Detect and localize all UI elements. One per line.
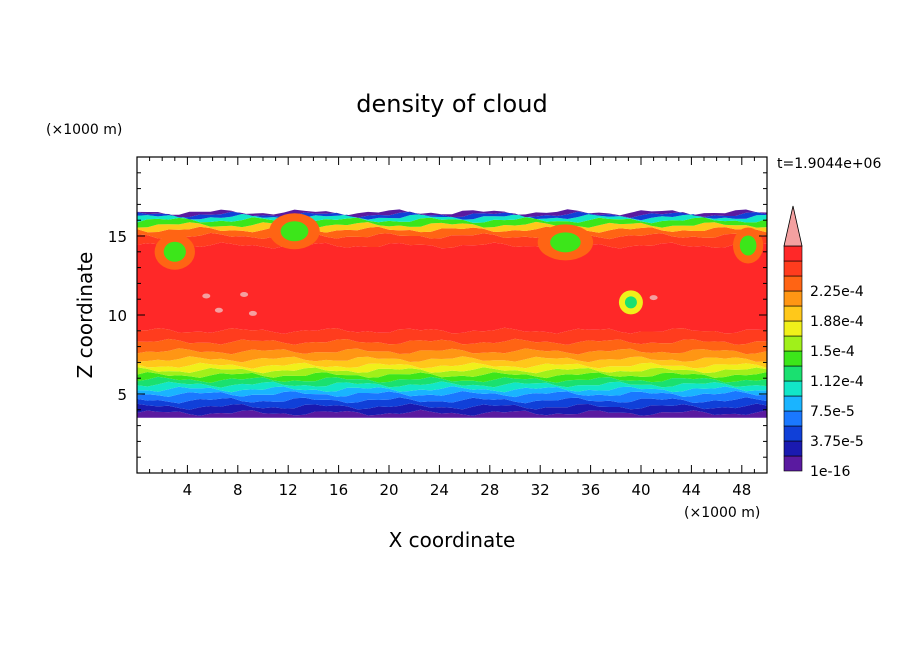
- density-band: [137, 348, 767, 363]
- y-unit-label: (×1000 m): [46, 122, 122, 138]
- density-band: [137, 397, 767, 410]
- colorbar-swatch: [783, 305, 803, 322]
- colorbar-swatch: [783, 455, 803, 472]
- x-tick-label: 32: [531, 481, 550, 499]
- density-band: [137, 327, 767, 345]
- y-tick-label: 10: [108, 307, 127, 325]
- y-tick-label: 5: [117, 386, 127, 404]
- x-tick-label: 40: [631, 481, 650, 499]
- colorbar-label: 1.88e-4: [810, 314, 864, 330]
- density-band: [137, 217, 767, 229]
- overflow-patch: [214, 307, 223, 313]
- chart-title: density of cloud: [356, 90, 547, 118]
- density-band: [137, 376, 767, 388]
- time-label: t=1.9044e+06: [777, 156, 881, 172]
- density-band: [137, 367, 767, 379]
- density-swirl-core: [163, 241, 186, 262]
- x-tick-label: 48: [732, 481, 751, 499]
- density-band: [137, 409, 767, 418]
- density-band: [137, 390, 767, 404]
- x-tick-label: 24: [430, 481, 449, 499]
- colorbar-swatch: [783, 275, 803, 292]
- colorbar-label: 3.75e-5: [810, 434, 864, 450]
- density-band: [137, 403, 767, 416]
- density-band: [137, 209, 767, 218]
- colorbar-swatch: [783, 395, 803, 412]
- x-tick-label: 12: [279, 481, 298, 499]
- density-band: [137, 356, 767, 369]
- x-tick-label: 28: [480, 481, 499, 499]
- density-band: [137, 362, 767, 374]
- colorbar-overflow-arrow: [783, 205, 803, 247]
- colorbar-label: 1.5e-4: [810, 344, 855, 360]
- colorbar-label: 2.25e-4: [810, 284, 864, 300]
- colorbar-label: 1e-16: [810, 464, 850, 480]
- colorbar-swatch: [783, 245, 803, 262]
- colorbar-swatch: [783, 440, 803, 457]
- x-axis-label: X coordinate: [389, 528, 516, 552]
- x-tick-label: 44: [682, 481, 701, 499]
- x-tick-label: 36: [581, 481, 600, 499]
- x-ticks: 4 8 12 16 20 24 28 32 36 40 44 48: [149, 157, 755, 499]
- x-tick-label: 8: [233, 481, 243, 499]
- colorbar-label: 7.5e-5: [810, 404, 855, 420]
- colorbar-swatch: [783, 320, 803, 337]
- x-unit-label: (×1000 m): [684, 505, 760, 521]
- density-band: [137, 242, 767, 334]
- overflow-patch: [649, 295, 658, 301]
- colorbar-swatch: [783, 380, 803, 397]
- x-tick-label: 16: [329, 481, 348, 499]
- colorbar-swatch: [783, 260, 803, 277]
- overflow-patch: [240, 291, 249, 297]
- colorbar-swatch: [783, 410, 803, 427]
- overflow-patch: [248, 310, 257, 316]
- y-tick-label: 15: [108, 228, 127, 246]
- colorbar-swatch: [783, 290, 803, 307]
- x-tick-label: 4: [183, 481, 193, 499]
- colorbar-swatch: [783, 350, 803, 367]
- x-tick-label: 20: [379, 481, 398, 499]
- y-ticks: 5 10 15: [108, 172, 767, 458]
- colorbar-label: 1.12e-4: [810, 374, 864, 390]
- density-field: [137, 209, 767, 418]
- density-band: [137, 372, 767, 383]
- colorbar-swatch: [783, 335, 803, 352]
- plot-area: [137, 157, 767, 473]
- density-band: [137, 381, 767, 393]
- overflow-patch: [202, 293, 211, 299]
- colorbar-swatch: [783, 425, 803, 442]
- density-swirl-core: [550, 232, 581, 253]
- colorbar: 1e-16 3.75e-5 7.5e-5 1.12e-4 1.5e-4 1.88e-4 2.…: [783, 205, 864, 480]
- colorbar-swatch: [783, 365, 803, 382]
- density-eddy-core: [624, 296, 637, 309]
- density-swirl-core: [739, 235, 757, 256]
- density-band: [137, 338, 767, 355]
- density-band: [137, 386, 767, 398]
- y-axis-label: Z coordinate: [73, 252, 97, 379]
- density-swirl-core: [280, 221, 309, 242]
